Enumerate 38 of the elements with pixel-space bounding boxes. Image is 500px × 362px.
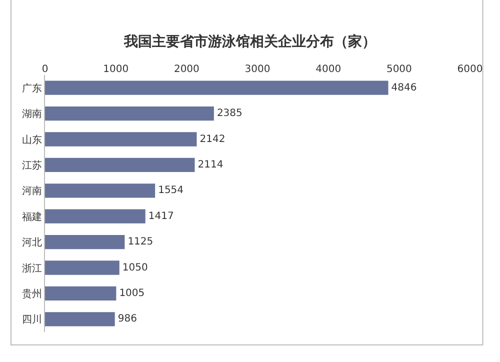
y-tick-label: 湖南 xyxy=(22,108,42,120)
y-tick-label: 贵州 xyxy=(22,288,42,300)
y-tick-label: 山东 xyxy=(22,134,42,146)
y-tick-label: 河南 xyxy=(22,185,42,198)
bar xyxy=(45,132,197,146)
bar xyxy=(45,312,115,326)
bar xyxy=(45,80,388,95)
data-label: 1417 xyxy=(148,210,174,222)
data-label: 2114 xyxy=(198,159,224,170)
y-tick-label: 福建 xyxy=(22,210,42,223)
x-tick-label: 2000 xyxy=(174,64,200,75)
bar xyxy=(45,260,120,275)
data-label: 4846 xyxy=(391,82,417,94)
x-tick-label: 0 xyxy=(42,64,48,75)
y-tick-label: 江苏 xyxy=(22,159,42,172)
data-label: 986 xyxy=(118,314,137,325)
data-label: 1554 xyxy=(158,185,184,196)
chart-title: 我国主要省市游泳馆相关企业分布（家） xyxy=(123,33,376,50)
bar xyxy=(45,158,195,172)
x-tick-label: 3000 xyxy=(244,64,270,75)
y-tick-label: 四川 xyxy=(22,314,42,326)
y-tick-label: 广东 xyxy=(22,82,42,94)
x-tick-label: 4000 xyxy=(316,64,342,75)
bar xyxy=(45,106,214,121)
bar xyxy=(45,209,146,224)
y-tick-label: 浙江 xyxy=(22,262,42,274)
y-tick-label: 河北 xyxy=(22,236,42,249)
data-label: 1125 xyxy=(128,236,154,248)
data-label: 1005 xyxy=(119,288,145,299)
data-label: 1050 xyxy=(122,262,148,274)
data-label: 2385 xyxy=(216,108,242,120)
x-tick-label: 6000 xyxy=(457,64,483,75)
data-label: 2142 xyxy=(200,134,226,145)
bar xyxy=(45,184,156,198)
x-tick-label: 5000 xyxy=(386,64,412,75)
bar xyxy=(45,286,116,301)
x-tick-label: 1000 xyxy=(103,64,129,75)
bar xyxy=(45,234,125,250)
